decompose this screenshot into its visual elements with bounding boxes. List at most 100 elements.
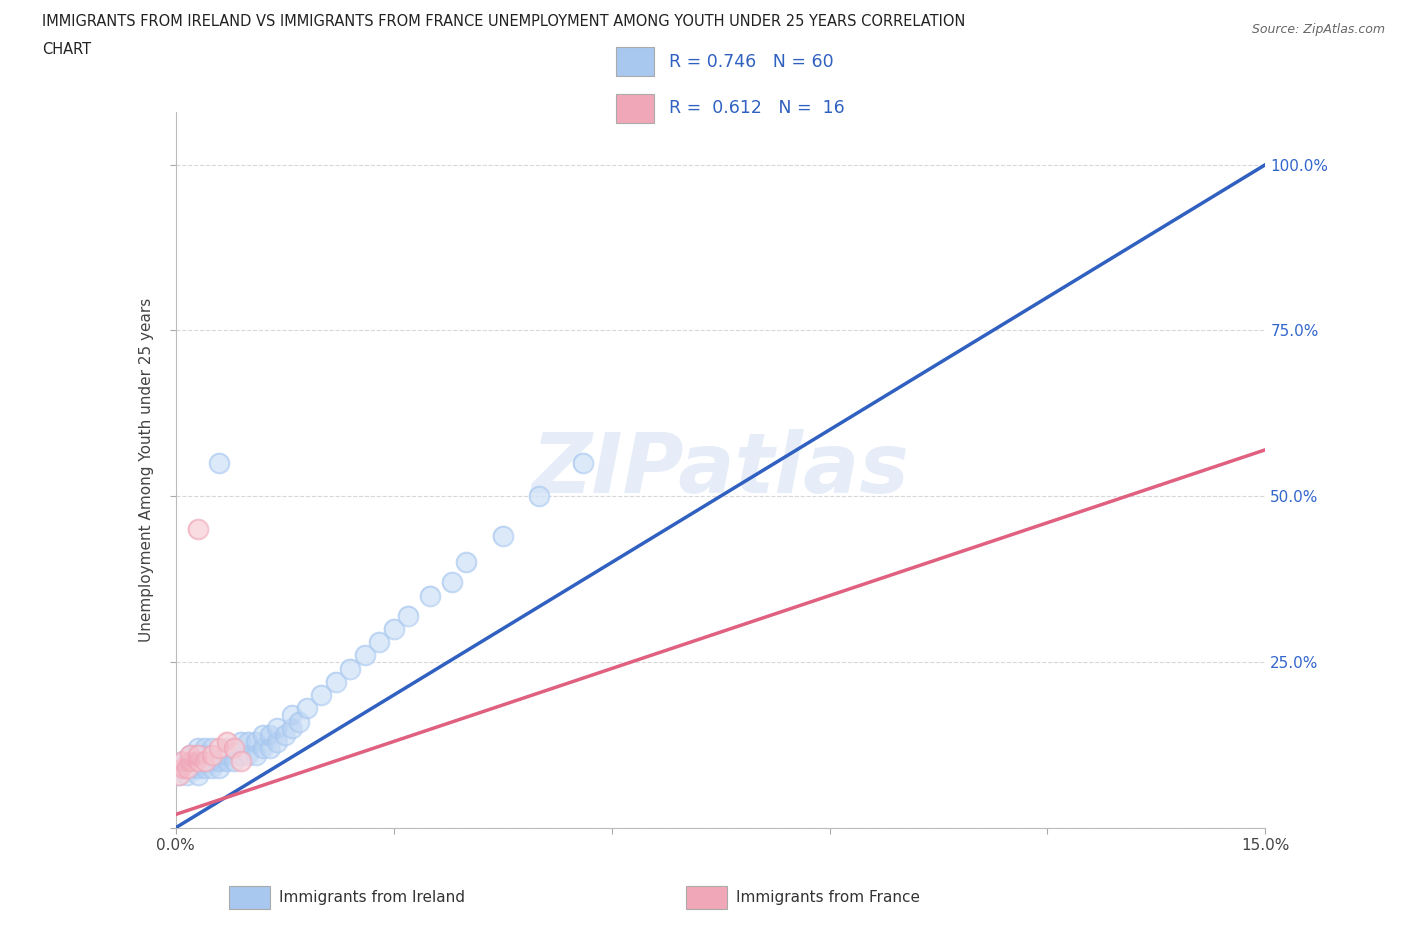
- Point: [208, 761, 231, 776]
- Point: [295, 701, 318, 716]
- Point: [222, 754, 245, 769]
- Point: [172, 761, 194, 776]
- Point: [396, 608, 419, 623]
- Point: [266, 734, 288, 749]
- Point: [176, 761, 198, 776]
- Point: [186, 748, 209, 763]
- Point: [194, 748, 217, 763]
- Point: [215, 740, 238, 755]
- Point: [179, 754, 201, 769]
- Point: [281, 708, 304, 723]
- Point: [259, 740, 281, 755]
- Point: [231, 748, 253, 763]
- Point: [222, 740, 245, 755]
- Point: [382, 621, 405, 636]
- Point: [353, 648, 375, 663]
- Point: [201, 754, 224, 769]
- Point: [169, 767, 191, 782]
- Point: [176, 754, 198, 769]
- Point: [274, 727, 297, 742]
- Point: [252, 727, 274, 742]
- Point: [231, 734, 253, 749]
- Point: [215, 754, 238, 769]
- Point: [396, 608, 419, 623]
- Point: [194, 761, 217, 776]
- Point: [339, 661, 361, 676]
- Point: [169, 767, 191, 782]
- Y-axis label: Unemployment Among Youth under 25 years: Unemployment Among Youth under 25 years: [139, 298, 155, 642]
- Point: [382, 621, 405, 636]
- Point: [183, 761, 205, 776]
- Point: [186, 748, 209, 763]
- Text: Immigrants from France: Immigrants from France: [737, 890, 921, 905]
- Point: [186, 748, 209, 763]
- Point: [201, 761, 224, 776]
- Point: [222, 740, 245, 755]
- Point: [179, 761, 201, 776]
- Point: [288, 714, 311, 729]
- Point: [176, 767, 198, 782]
- Point: [440, 575, 463, 590]
- Point: [245, 748, 267, 763]
- Point: [238, 734, 260, 749]
- Point: [492, 528, 515, 543]
- Point: [231, 754, 253, 769]
- Point: [527, 489, 550, 504]
- Text: ZIPatlas: ZIPatlas: [531, 429, 910, 511]
- Point: [419, 588, 441, 603]
- Point: [183, 761, 205, 776]
- Point: [274, 727, 297, 742]
- Point: [179, 748, 201, 763]
- Point: [368, 634, 391, 649]
- Point: [186, 767, 209, 782]
- Point: [194, 740, 217, 755]
- Point: [186, 754, 209, 769]
- Bar: [229, 885, 270, 910]
- Point: [194, 761, 217, 776]
- Point: [186, 761, 209, 776]
- Text: Immigrants from Ireland: Immigrants from Ireland: [280, 890, 465, 905]
- Point: [172, 761, 194, 776]
- Point: [295, 701, 318, 716]
- Point: [169, 767, 191, 782]
- Point: [201, 740, 224, 755]
- Point: [368, 634, 391, 649]
- Point: [252, 740, 274, 755]
- Point: [238, 734, 260, 749]
- Point: [172, 754, 194, 769]
- Point: [172, 761, 194, 776]
- Point: [259, 727, 281, 742]
- Point: [186, 522, 209, 537]
- Bar: [616, 47, 654, 76]
- Point: [215, 754, 238, 769]
- Point: [456, 555, 478, 570]
- Point: [172, 754, 194, 769]
- Point: [176, 761, 198, 776]
- Bar: [686, 885, 727, 910]
- Point: [186, 754, 209, 769]
- Point: [419, 588, 441, 603]
- Point: [281, 708, 304, 723]
- Point: [179, 754, 201, 769]
- Point: [186, 748, 209, 763]
- Point: [201, 748, 224, 763]
- Bar: [616, 94, 654, 123]
- Point: [259, 740, 281, 755]
- Point: [222, 740, 245, 755]
- Point: [325, 674, 347, 689]
- Point: [281, 721, 304, 736]
- Point: [222, 740, 245, 755]
- Point: [194, 754, 217, 769]
- Point: [238, 748, 260, 763]
- Point: [208, 761, 231, 776]
- Point: [179, 748, 201, 763]
- Point: [266, 721, 288, 736]
- Point: [186, 754, 209, 769]
- Point: [215, 734, 238, 749]
- Point: [194, 754, 217, 769]
- Point: [194, 748, 217, 763]
- Text: CHART: CHART: [42, 42, 91, 57]
- Text: R =  0.612   N =  16: R = 0.612 N = 16: [669, 100, 845, 117]
- Point: [201, 754, 224, 769]
- Point: [440, 575, 463, 590]
